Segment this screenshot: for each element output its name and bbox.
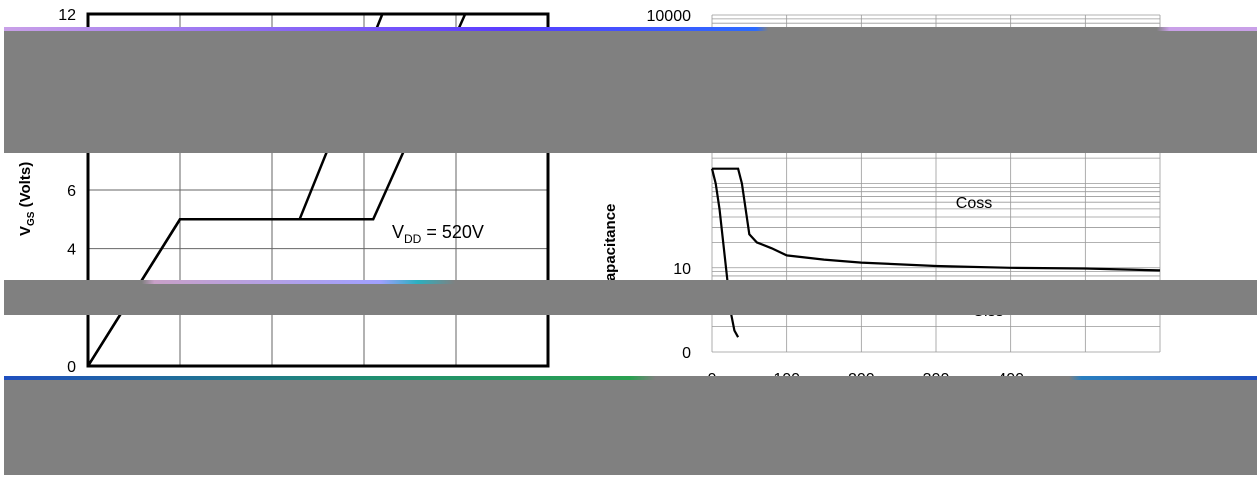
right-y-tick-label: 10000 (647, 8, 692, 25)
left-plot-frame (86, 12, 550, 368)
left-y-axis-label: VGS (Volts) (17, 162, 37, 236)
right-label-coss: Coss (956, 195, 992, 212)
left-y-tick-label: 6 (67, 183, 76, 200)
redaction-bar-middle (4, 280, 1257, 315)
redaction-bar-top (4, 27, 1257, 153)
right-y-tick-label: 10 (673, 261, 691, 278)
right-y-tick-label: 0 (682, 345, 691, 362)
left-y-tick-label: 12 (58, 7, 76, 24)
left-y-tick-label: 4 (67, 242, 76, 259)
right-series-crss-line (710, 168, 740, 338)
redaction-bar-bottom (4, 376, 1257, 475)
right-series-coss-line (712, 167, 1161, 272)
left-annotation-vdd: VDD = 520V (392, 222, 484, 246)
right-y-axis-label: Capacitance (602, 204, 619, 292)
left-y-tick-label: 0 (67, 359, 76, 376)
